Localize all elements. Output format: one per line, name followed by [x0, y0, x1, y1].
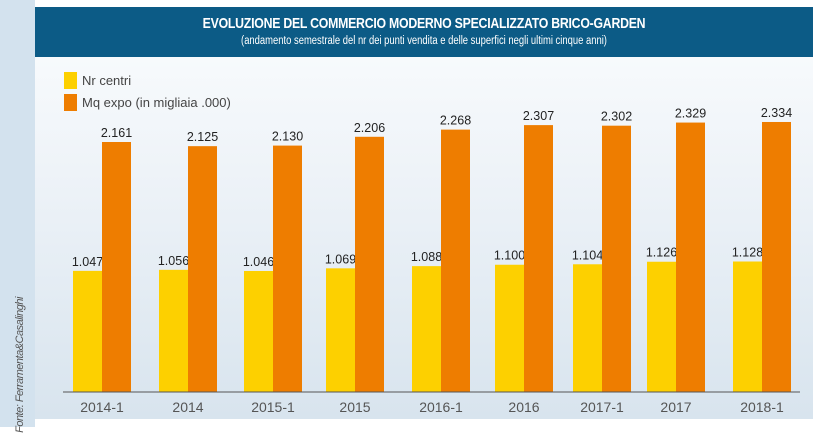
- data-label: 1.056: [158, 254, 189, 268]
- data-label: 2.161: [101, 126, 132, 140]
- bar-nr-centri: [495, 264, 524, 392]
- x-tick-label: 2018-1: [740, 399, 784, 415]
- legend-label: Nr centri: [82, 73, 132, 88]
- data-label: 1.069: [325, 252, 356, 266]
- bar-mq-expo: [102, 142, 131, 392]
- data-label: 1.126: [646, 246, 677, 260]
- bar-nr-centri: [326, 268, 355, 392]
- chart-title: EVOLUZIONE DEL COMMERCIO MODERNO SPECIAL…: [202, 15, 646, 32]
- bar-mq-expo: [188, 146, 217, 392]
- x-tick-label: 2017-1: [580, 399, 624, 415]
- data-label: 1.104: [572, 248, 603, 262]
- x-tick-label: 2017: [660, 399, 691, 415]
- data-label: 1.100: [494, 249, 525, 263]
- data-label: 2.329: [675, 107, 706, 121]
- data-label: 1.047: [72, 255, 103, 269]
- bar-mq-expo: [602, 125, 631, 392]
- bar-mq-expo: [524, 125, 553, 392]
- bar-mq-expo: [762, 121, 791, 392]
- bar-nr-centri: [73, 270, 102, 392]
- bar-nr-centri: [412, 266, 441, 392]
- title-bar: EVOLUZIONE DEL COMMERCIO MODERNO SPECIAL…: [35, 7, 813, 57]
- bar-mq-expo: [676, 122, 705, 393]
- legend-label: Mq expo (in migliaia .000): [82, 95, 231, 110]
- side-strip: Fonte: Ferramenta&Casalinghi: [0, 0, 35, 433]
- legend-swatch: [64, 94, 77, 111]
- data-label: 2.268: [440, 114, 471, 128]
- x-tick-label: 2015-1: [251, 399, 295, 415]
- x-tick-label: 2014: [172, 399, 203, 415]
- data-label: 2.130: [272, 130, 303, 144]
- legend-swatch: [64, 72, 77, 89]
- legend-item-mq-expo: Mq expo (in migliaia .000): [64, 94, 231, 111]
- data-label: 1.128: [732, 246, 763, 260]
- chart-subtitle: (andamento semestrale del nr dei punti v…: [241, 35, 607, 47]
- bar-mq-expo: [441, 129, 470, 393]
- data-label: 2.334: [761, 106, 792, 120]
- data-label: 2.125: [187, 130, 218, 144]
- x-tick-label: 2016-1: [419, 399, 463, 415]
- legend-item-nr-centri: Nr centri: [64, 72, 131, 89]
- x-tick-label: 2014-1: [80, 399, 124, 415]
- bar-mq-expo: [355, 136, 384, 392]
- data-label: 2.206: [354, 121, 385, 135]
- bar-nr-centri: [244, 270, 273, 392]
- data-label: 2.307: [523, 109, 554, 123]
- data-label: 1.046: [243, 255, 274, 269]
- bar-nr-centri: [573, 264, 602, 392]
- data-label: 2.302: [601, 110, 632, 124]
- data-label: 1.088: [411, 250, 442, 264]
- bar-nr-centri: [733, 261, 762, 392]
- bar-mq-expo: [273, 145, 302, 392]
- bar-nr-centri: [647, 261, 676, 392]
- bar-nr-centri: [159, 269, 188, 392]
- x-tick-label: 2015: [339, 399, 370, 415]
- x-tick-label: 2016: [508, 399, 539, 415]
